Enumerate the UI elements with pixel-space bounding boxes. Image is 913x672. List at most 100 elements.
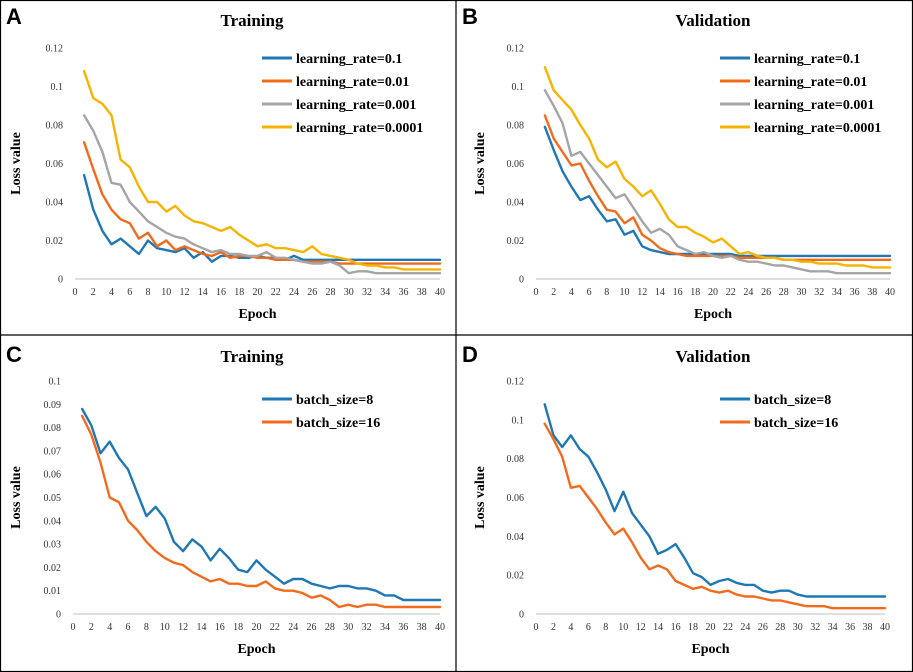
y-tick-label: 0.04 (507, 532, 525, 543)
y-axis-label: Loss value (9, 466, 24, 529)
y-tick-label: 0.1 (512, 82, 525, 93)
x-tick-label: 22 (271, 287, 281, 298)
x-axis-label: Epoch (691, 642, 729, 657)
y-tick-label: 0.06 (507, 493, 525, 504)
chart-title: Training (221, 11, 284, 30)
x-tick-label: 8 (603, 622, 608, 633)
x-tick-label: 4 (569, 287, 574, 298)
series-line-2 (543, 422, 887, 610)
x-tick-label: 18 (688, 622, 698, 633)
x-tick-label: 12 (636, 622, 646, 633)
legend-entry: learning_rate=0.01 (754, 75, 867, 90)
x-tick-label: 0 (71, 622, 76, 633)
x-tick-label: 28 (326, 287, 336, 298)
x-tick-label: 30 (793, 622, 803, 633)
x-tick-label: 20 (252, 622, 262, 633)
chart-title: Validation (676, 347, 752, 366)
x-tick-label: 34 (380, 287, 390, 298)
x-tick-label: 0 (73, 287, 78, 298)
y-tick-label: 0.02 (44, 563, 62, 574)
x-tick-label: 10 (618, 622, 628, 633)
x-tick-label: 14 (655, 287, 665, 298)
legend-entry: batch_size=8 (754, 393, 831, 408)
legend-entry: learning_rate=0.1 (296, 52, 402, 67)
y-tick-label: 0.1 (512, 415, 525, 426)
x-tick-label: 40 (885, 287, 895, 298)
series-line-3 (82, 114, 442, 275)
x-tick-label: 16 (671, 622, 681, 633)
y-tick-label: 0.08 (507, 121, 525, 132)
x-tick-label: 14 (653, 622, 663, 633)
series-line-4 (82, 69, 442, 271)
legend-entry: learning_rate=0.01 (296, 75, 409, 90)
x-tick-label: 4 (107, 622, 112, 633)
x-tick-label: 10 (161, 287, 171, 298)
x-tick-label: 6 (586, 622, 591, 633)
x-tick-label: 32 (362, 287, 372, 298)
x-tick-label: 16 (216, 287, 226, 298)
series-line-3 (543, 89, 892, 275)
x-tick-label: 26 (761, 287, 771, 298)
y-axis-label: Loss value (9, 132, 24, 195)
x-tick-label: 40 (435, 287, 445, 298)
y-tick-label: 0.02 (46, 236, 64, 247)
x-tick-label: 6 (127, 287, 132, 298)
series-line-1 (543, 125, 892, 258)
x-tick-label: 4 (109, 287, 114, 298)
x-tick-label: 22 (723, 622, 733, 633)
y-tick-label: 0.02 (507, 571, 525, 582)
x-tick-label: 14 (196, 622, 206, 633)
x-tick-label: 32 (814, 287, 824, 298)
y-tick-label: 0.03 (44, 540, 62, 551)
legend-entry: batch_size=16 (296, 416, 380, 431)
y-tick-label: 0.04 (44, 516, 62, 527)
x-tick-label: 28 (775, 622, 785, 633)
x-tick-label: 6 (587, 287, 592, 298)
x-axis-label: Epoch (237, 642, 275, 657)
y-tick-label: 0.07 (44, 446, 62, 457)
x-tick-label: 2 (89, 622, 94, 633)
y-tick-label: 0 (56, 610, 61, 621)
x-tick-label: 14 (198, 287, 208, 298)
panel-letter: D (462, 342, 478, 367)
x-tick-label: 26 (307, 622, 317, 633)
x-tick-label: 24 (288, 622, 298, 633)
series-line-4 (543, 65, 892, 269)
x-axis-label: Epoch (238, 307, 276, 322)
panel-letter: A (6, 4, 22, 29)
x-tick-label: 22 (270, 622, 280, 633)
x-tick-label: 36 (398, 622, 408, 633)
x-tick-label: 16 (673, 287, 683, 298)
y-tick-label: 0.01 (44, 586, 62, 597)
x-tick-label: 24 (289, 287, 299, 298)
x-tick-label: 32 (362, 622, 372, 633)
x-tick-label: 4 (568, 622, 573, 633)
y-tick-label: 0.04 (507, 198, 525, 209)
x-tick-label: 38 (417, 622, 427, 633)
x-tick-label: 30 (343, 622, 353, 633)
x-tick-label: 18 (233, 622, 243, 633)
x-tick-label: 26 (758, 622, 768, 633)
x-tick-label: 8 (604, 287, 609, 298)
series-line-2 (80, 414, 442, 609)
x-tick-label: 6 (126, 622, 131, 633)
x-tick-label: 34 (832, 287, 842, 298)
y-tick-label: 0.06 (507, 159, 525, 170)
x-tick-label: 12 (637, 287, 647, 298)
y-tick-label: 0.1 (49, 377, 62, 388)
y-axis-label: Loss value (473, 132, 488, 195)
x-tick-label: 2 (91, 287, 96, 298)
x-tick-label: 8 (146, 287, 151, 298)
legend-entry: learning_rate=0.001 (754, 98, 874, 113)
y-tick-label: 0.06 (46, 159, 64, 170)
y-tick-label: 0.09 (44, 400, 62, 411)
y-tick-label: 0.08 (507, 454, 525, 465)
x-tick-label: 24 (740, 622, 750, 633)
series-line-1 (80, 407, 442, 602)
x-tick-label: 10 (160, 622, 170, 633)
y-tick-label: 0.04 (46, 198, 64, 209)
x-tick-label: 28 (779, 287, 789, 298)
